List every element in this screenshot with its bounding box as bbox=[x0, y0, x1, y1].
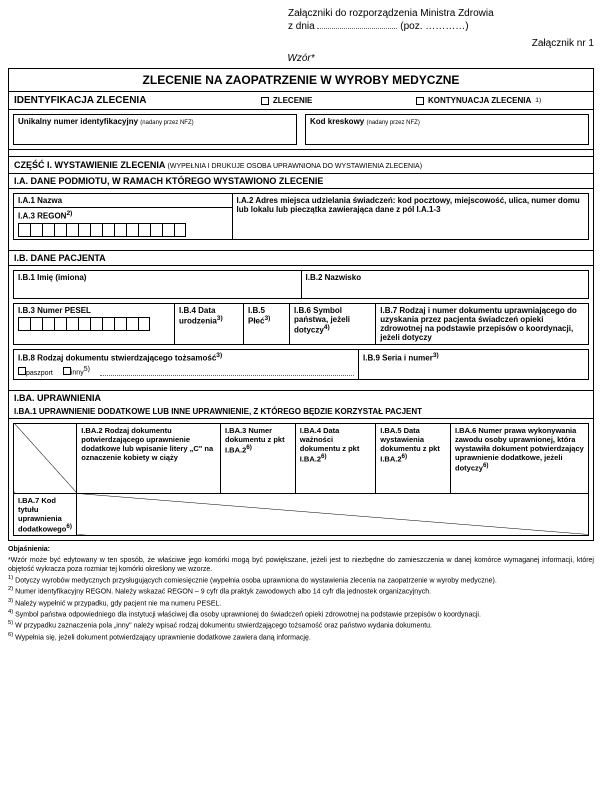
iba3-label: I.BA.3 Numer dokumentu z pkt I.BA.2 bbox=[225, 426, 285, 455]
unique-number-cell: Unikalny numer identyfikacyjny (nadany p… bbox=[13, 114, 297, 145]
opt1-label: ZLECENIE bbox=[273, 96, 313, 105]
iba5-cell: I.BA.5 Data wystawienia dokumentu z pkt … bbox=[376, 423, 451, 493]
barcode-note: (nadany przez NFZ) bbox=[366, 120, 419, 126]
header-date-dots bbox=[317, 28, 397, 29]
ib3-label: I.B.3 Numer PESEL bbox=[18, 306, 91, 315]
part1-note: (WYPEŁNIA I DRUKUJE OSOBA UPRAWNIONA DO … bbox=[168, 163, 423, 170]
ib2-cell: I.B.2 Nazwisko bbox=[301, 270, 589, 298]
ia-header: I.A. DANE PODMIOTU, W RAMACH KTÓREGO WYS… bbox=[9, 174, 593, 189]
iba4-sup: 6) bbox=[321, 453, 327, 460]
ib6-label: I.B.6 Symbol państwa, jeżeli dotyczy bbox=[294, 306, 350, 335]
paszport-option[interactable]: paszport bbox=[18, 367, 53, 377]
barcode-label: Kod kreskowy bbox=[310, 117, 364, 126]
pesel-boxes[interactable] bbox=[18, 317, 170, 331]
part1-header: CZĘŚĆ I. WYSTAWIENIE ZLECENIA (WYPEŁNIA … bbox=[9, 156, 593, 174]
iba-header: I.BA. UPRAWNIENIA bbox=[9, 390, 593, 405]
iba3-cell: I.BA.3 Numer dokumentu z pkt I.BA.26) bbox=[221, 423, 296, 493]
iba-table: I.BA.2 Rodzaj dokumentu potwierdzającego… bbox=[13, 423, 589, 537]
ib-doc-table: I.B.8 Rodzaj dokumentu stwierdzającego t… bbox=[13, 349, 589, 380]
ib4-sup: 3) bbox=[217, 315, 223, 322]
footnote-4: 4) Symbol państwa odpowiedniego dla inst… bbox=[8, 609, 594, 619]
footnote-1: 1) Dotyczy wyrobów medycznych przysługuj… bbox=[8, 575, 594, 585]
ident-label: IDENTYFIKACJA ZLECENIA bbox=[9, 92, 209, 109]
ib5-cell: I.B.5 Płeć3) bbox=[244, 303, 290, 344]
ia2-cell: I.A.2 Adres miejsca udzielania świadczeń… bbox=[232, 194, 589, 240]
part1-title: CZĘŚĆ I. WYSTAWIENIE ZLECENIA bbox=[14, 160, 165, 170]
ib-name-table: I.B.1 Imię (imiona) I.B.2 Nazwisko bbox=[13, 270, 589, 299]
iba-sub: I.BA.1 UPRAWNIENIE DODATKOWE LUB INNE UP… bbox=[9, 405, 593, 419]
header-line2: z dnia (poz. …………) bbox=[288, 21, 594, 32]
footnote-5: 5) W przypadku zaznaczenia pola „inny" n… bbox=[8, 620, 594, 630]
footnotes-title: Objaśnienia: bbox=[8, 546, 50, 553]
iba3-sup: 6) bbox=[246, 444, 252, 451]
inny-label: inny bbox=[71, 370, 84, 377]
iba4-cell: I.BA.4 Data ważności dokumentu z pkt I.B… bbox=[295, 423, 376, 493]
header-line2-prefix: z dnia bbox=[288, 21, 315, 32]
attachment-label: Załącznik nr 1 bbox=[8, 38, 594, 49]
main-form: ZLECENIE NA ZAOPATRZENIE W WYROBY MEDYCZ… bbox=[8, 68, 594, 541]
iba-diag1 bbox=[14, 423, 77, 493]
inny-sup: 5) bbox=[84, 366, 90, 373]
iba2-cell: I.BA.2 Rodzaj dokumentu potwierdzającego… bbox=[77, 423, 221, 493]
ia3-cell: I.A.3 REGON2) bbox=[14, 208, 233, 240]
ib7-cell: I.B.7 Rodzaj i numer dokumentu uprawniaj… bbox=[376, 303, 589, 344]
ib9-label: I.B.9 Seria i numer bbox=[363, 353, 433, 362]
unique-label: Unikalny numer identyfikacyjny bbox=[18, 117, 138, 126]
ib1-cell: I.B.1 Imię (imiona) bbox=[14, 270, 302, 298]
unique-note: (nadany przez NFZ) bbox=[140, 120, 193, 126]
footnotes: Objaśnienia: *Wzór może być edytowany w … bbox=[8, 545, 594, 642]
ib8-cell: I.B.8 Rodzaj dokumentu stwierdzającego t… bbox=[14, 349, 359, 379]
iba6-label: I.BA.6 Numer prawa wykonywania zawodu os… bbox=[455, 426, 584, 473]
wzor-label: Wzór* bbox=[8, 53, 594, 64]
opt2-sup: 1) bbox=[535, 97, 541, 104]
ia3-sup: 2) bbox=[66, 210, 72, 217]
inny-line bbox=[100, 368, 354, 376]
footnote-star: *Wzór może być edytowany w ten sposób, ż… bbox=[8, 556, 594, 574]
ib6-sup: 4) bbox=[324, 324, 330, 331]
iba6-cell: I.BA.6 Numer prawa wykonywania zawodu os… bbox=[451, 423, 589, 493]
ia-table: I.A.1 Nazwa I.A.2 Adres miejsca udzielan… bbox=[13, 193, 589, 240]
checkbox-icon bbox=[261, 97, 269, 105]
iba-diag2 bbox=[77, 493, 589, 536]
iba7-cell: I.BA.7 Kod tytułu uprawnienia dodatkoweg… bbox=[14, 493, 77, 536]
ib6-cell: I.B.6 Symbol państwa, jeżeli dotyczy4) bbox=[290, 303, 376, 344]
ib8-sup: 3) bbox=[216, 352, 222, 359]
ib4-cell: I.B.4 Data urodzenia3) bbox=[175, 303, 244, 344]
barcode-cell: Kod kreskowy (nadany przez NFZ) bbox=[305, 114, 589, 145]
iba5-sup: 6) bbox=[402, 453, 408, 460]
ia3-label: I.A.3 REGON bbox=[18, 212, 66, 221]
regon-boxes[interactable] bbox=[18, 223, 228, 237]
footnote-6: 6) Wypełnia się, jeżeli dokument potwier… bbox=[8, 632, 594, 642]
footnote-2: 2) Numer identyfikacyjny REGON. Należy w… bbox=[8, 586, 594, 596]
iba6-sup: 6) bbox=[483, 462, 489, 469]
ib9-sup: 3) bbox=[433, 352, 439, 359]
opt2-label: KONTYNUACJA ZLECENIA bbox=[428, 96, 531, 105]
iba7-sup: 6) bbox=[66, 523, 72, 530]
form-title: ZLECENIE NA ZAOPATRZENIE W WYROBY MEDYCZ… bbox=[9, 69, 593, 92]
ib4-label: I.B.4 Data urodzenia bbox=[179, 306, 217, 326]
checkbox-icon bbox=[63, 367, 71, 375]
header-line2-suffix: (poz. …………) bbox=[400, 21, 468, 32]
ib5-sup: 3) bbox=[264, 315, 270, 322]
ib5-label: I.B.5 Płeć bbox=[248, 306, 265, 326]
footnote-3: 3) Należy wypełnić w przypadku, gdy pacj… bbox=[8, 598, 594, 608]
iba7-label: I.BA.7 Kod tytułu uprawnienia dodatkoweg… bbox=[18, 496, 66, 534]
inny-option[interactable]: inny5) bbox=[63, 366, 90, 377]
ib8-label: I.B.8 Rodzaj dokumentu stwierdzającego t… bbox=[18, 353, 216, 362]
ib9-cell: I.B.9 Seria i numer3) bbox=[359, 349, 589, 379]
header-line1: Załączniki do rozporządzenia Ministra Zd… bbox=[288, 8, 594, 19]
ia1-cell: I.A.1 Nazwa bbox=[14, 194, 233, 208]
checkbox-icon bbox=[18, 367, 26, 375]
opt-zlecenie[interactable]: ZLECENIE bbox=[256, 92, 318, 109]
paszport-label: paszport bbox=[26, 370, 53, 377]
opt-kontynuacja[interactable]: KONTYNUACJA ZLECENIA 1) bbox=[411, 92, 546, 109]
iba4-label: I.BA.4 Data ważności dokumentu z pkt I.B… bbox=[300, 426, 360, 464]
ib-header: I.B. DANE PACJENTA bbox=[9, 250, 593, 266]
iba5-label: I.BA.5 Data wystawienia dokumentu z pkt … bbox=[380, 426, 440, 464]
ib3-cell: I.B.3 Numer PESEL bbox=[14, 303, 175, 344]
ib-pesel-table: I.B.3 Numer PESEL I.B.4 Data urodzenia3)… bbox=[13, 303, 589, 345]
checkbox-icon bbox=[416, 97, 424, 105]
